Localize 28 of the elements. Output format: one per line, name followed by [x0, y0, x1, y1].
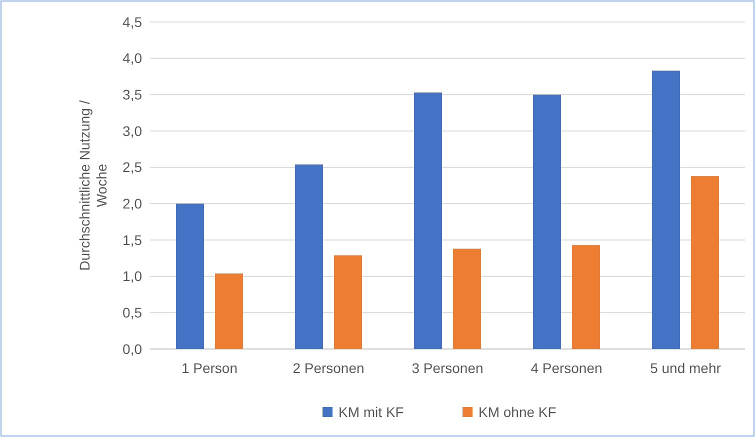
y-tick-label: 3,0 [122, 122, 142, 139]
y-axis-title: Durchschnittliche Nutzung / Woche [76, 100, 110, 271]
bar [453, 248, 481, 349]
x-tick-label: 1 Person [181, 360, 238, 376]
bar [334, 255, 362, 349]
bar [215, 273, 243, 349]
y-tick-label: 0,0 [122, 340, 142, 357]
bar [572, 245, 600, 349]
x-tick-label: 5 und mehr [650, 360, 722, 376]
bar [652, 70, 680, 349]
legend-label: KM ohne KF [478, 404, 556, 420]
x-tick-label: 3 Personen [412, 360, 484, 376]
y-tick-label: 0,5 [122, 304, 142, 321]
legend-label: KM mit KF [338, 404, 404, 420]
bar [295, 164, 323, 349]
x-tick-label: 2 Personen [292, 360, 364, 376]
bar [533, 94, 561, 349]
bar [414, 92, 442, 349]
y-tick-label: 1,5 [122, 232, 142, 248]
y-tick-label: 2,5 [122, 159, 142, 176]
x-tick-label: 4 Personen [530, 360, 602, 376]
bar [691, 176, 719, 349]
y-tick-label: 1,0 [122, 268, 142, 284]
y-tick-label: 4,5 [122, 14, 142, 30]
bar [176, 204, 204, 349]
y-tick-label: 4,0 [122, 50, 142, 66]
y-tick-label: 3,5 [122, 86, 142, 103]
y-tick-label: 2,0 [122, 196, 142, 212]
